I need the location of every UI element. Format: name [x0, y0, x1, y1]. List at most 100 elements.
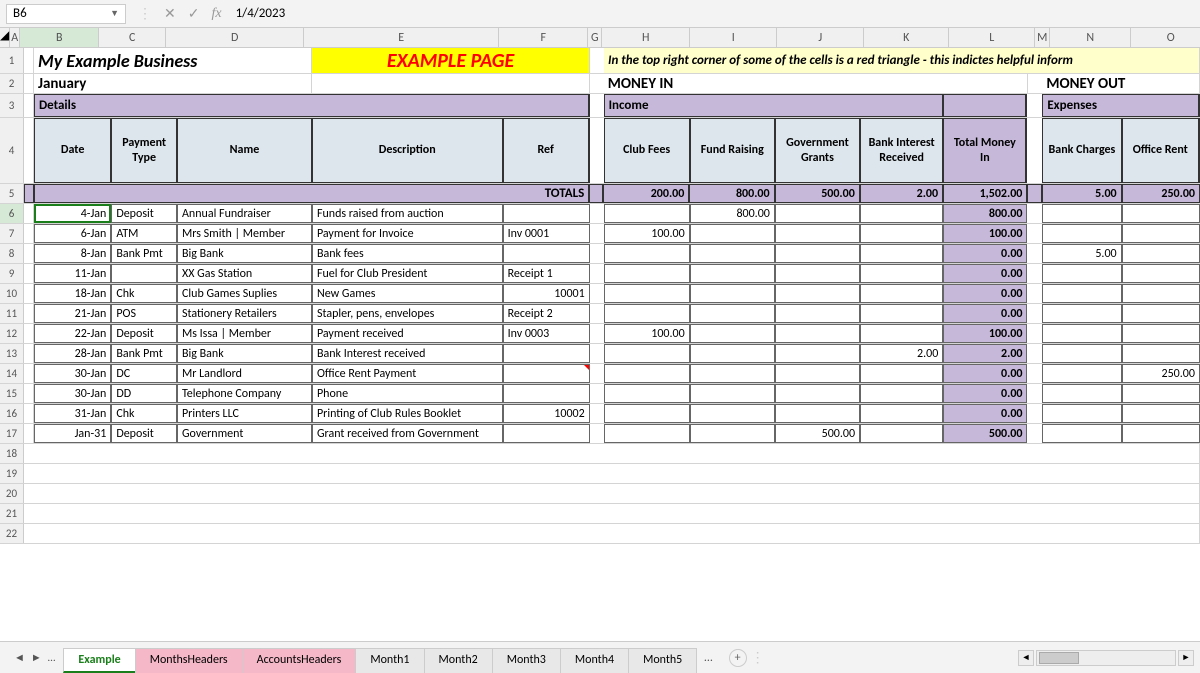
cell-ref[interactable]: Inv 0003 — [503, 324, 590, 343]
cell-ref[interactable]: Receipt 1 — [503, 264, 590, 283]
cell-gov[interactable] — [775, 264, 860, 283]
cell-payment-type[interactable]: DD — [111, 384, 177, 403]
cell-fund[interactable] — [690, 264, 775, 283]
cell-gov[interactable] — [775, 204, 860, 223]
cell-payment-type[interactable]: Chk — [111, 284, 177, 303]
cell-total-in[interactable]: 0.00 — [943, 244, 1027, 263]
cell-bank-int[interactable] — [860, 244, 943, 263]
cell-club-fees[interactable] — [604, 284, 690, 303]
cell-description[interactable]: Bank Interest received — [312, 344, 503, 363]
cell-fund[interactable] — [690, 244, 775, 263]
cell-bank-int[interactable] — [860, 364, 943, 383]
cell[interactable] — [24, 244, 34, 263]
gap[interactable] — [1027, 184, 1042, 203]
cell-bank-charges[interactable] — [1042, 344, 1121, 363]
cell-rent[interactable] — [1122, 424, 1200, 443]
cell-bank-int[interactable] — [860, 324, 943, 343]
cell-rent[interactable] — [1122, 284, 1200, 303]
name-box-dropdown-icon[interactable]: ▼ — [110, 8, 119, 19]
cell-gov[interactable] — [775, 284, 860, 303]
gap[interactable] — [1027, 244, 1042, 263]
cell-bank-int[interactable] — [860, 264, 943, 283]
row-header-8[interactable]: 8 — [0, 244, 24, 263]
cell-gov[interactable] — [775, 224, 860, 243]
gap[interactable] — [1027, 284, 1042, 303]
cell[interactable] — [24, 74, 34, 93]
row-header-6[interactable]: 6 — [0, 204, 24, 223]
gap[interactable] — [1027, 118, 1042, 183]
column-header-O[interactable]: O — [1131, 28, 1200, 47]
cell-date[interactable]: 4-Jan — [34, 204, 111, 223]
cell-ref[interactable] — [503, 364, 590, 383]
row-header-17[interactable]: 17 — [0, 424, 24, 443]
cell-rent[interactable] — [1122, 244, 1200, 263]
gap[interactable] — [590, 364, 604, 383]
cell-payment-type[interactable]: ATM — [111, 224, 177, 243]
gap[interactable] — [1027, 204, 1042, 223]
sheet-tab-monthsheaders[interactable]: MonthsHeaders — [135, 648, 243, 673]
row-header-19[interactable]: 19 — [0, 464, 24, 483]
cell-club-fees[interactable] — [604, 404, 690, 423]
sheet-tab-month2[interactable]: Month2 — [424, 648, 493, 673]
cell-payment-type[interactable]: Deposit — [111, 424, 177, 443]
name-box[interactable]: B6 ▼ — [6, 4, 126, 24]
cell-fund[interactable] — [690, 424, 775, 443]
cell-name[interactable]: Printers LLC — [177, 404, 312, 423]
cell-fund[interactable] — [690, 324, 775, 343]
cell-gov[interactable] — [775, 384, 860, 403]
column-header-N[interactable]: N — [1050, 28, 1131, 47]
cell-bank-int[interactable] — [860, 384, 943, 403]
cell-club-fees[interactable]: 100.00 — [604, 324, 690, 343]
row-header-7[interactable]: 7 — [0, 224, 24, 243]
cell-total-in[interactable]: 2.00 — [943, 344, 1027, 363]
cell-bank-charges[interactable] — [1042, 284, 1121, 303]
column-header-M[interactable]: M — [1035, 28, 1050, 47]
empty-cell[interactable] — [24, 444, 1200, 463]
cell[interactable] — [24, 224, 34, 243]
cell-date[interactable]: 21-Jan — [34, 304, 111, 323]
cell-name[interactable]: Telephone Company — [177, 384, 312, 403]
tab-prev-icon[interactable]: ◄ — [14, 651, 25, 664]
cell-fund[interactable]: 800.00 — [690, 204, 775, 223]
cell-club-fees[interactable] — [604, 204, 690, 223]
column-header-F[interactable]: F — [499, 28, 588, 47]
fx-icon[interactable]: fx — [211, 6, 221, 22]
cell-fund[interactable] — [690, 304, 775, 323]
cell-gov[interactable] — [775, 344, 860, 363]
gap[interactable] — [1028, 74, 1043, 93]
cell[interactable] — [24, 184, 34, 203]
cell-gov[interactable] — [775, 404, 860, 423]
cell-gov[interactable] — [775, 244, 860, 263]
cell-description[interactable]: Payment received — [312, 324, 503, 343]
cell[interactable] — [943, 94, 1027, 117]
gap[interactable] — [590, 118, 604, 183]
gap[interactable] — [590, 48, 604, 73]
add-sheet-button[interactable]: + — [729, 649, 747, 667]
gap[interactable] — [1027, 344, 1042, 363]
row-header-15[interactable]: 15 — [0, 384, 24, 403]
cell-date[interactable]: 22-Jan — [34, 324, 111, 343]
cell-ref[interactable] — [503, 204, 590, 223]
row-header-20[interactable]: 20 — [0, 484, 24, 503]
cell-date[interactable]: 18-Jan — [34, 284, 111, 303]
gap[interactable] — [590, 74, 604, 93]
cell-bank-int[interactable] — [860, 404, 943, 423]
empty-cell[interactable] — [24, 464, 1200, 483]
formula-input[interactable]: 1/4/2023 — [230, 4, 1194, 24]
empty-cell[interactable] — [24, 504, 1200, 523]
cell-total-in[interactable]: 0.00 — [943, 264, 1027, 283]
cell[interactable] — [24, 324, 34, 343]
cell[interactable] — [24, 344, 34, 363]
cell-description[interactable]: Stapler, pens, envelopes — [312, 304, 503, 323]
cell-bank-charges[interactable] — [1042, 264, 1121, 283]
cell-bank-charges[interactable]: 5.00 — [1042, 244, 1121, 263]
cell-rent[interactable] — [1122, 204, 1200, 223]
cell-description[interactable]: Fuel for Club President — [312, 264, 503, 283]
cell-fund[interactable] — [690, 364, 775, 383]
gap[interactable] — [1027, 224, 1042, 243]
row-header-10[interactable]: 10 — [0, 284, 24, 303]
scroll-track[interactable] — [1036, 650, 1176, 666]
row-header-21[interactable]: 21 — [0, 504, 24, 523]
confirm-icon[interactable]: ✓ — [188, 5, 200, 22]
cell-payment-type[interactable]: Bank Pmt — [111, 244, 177, 263]
